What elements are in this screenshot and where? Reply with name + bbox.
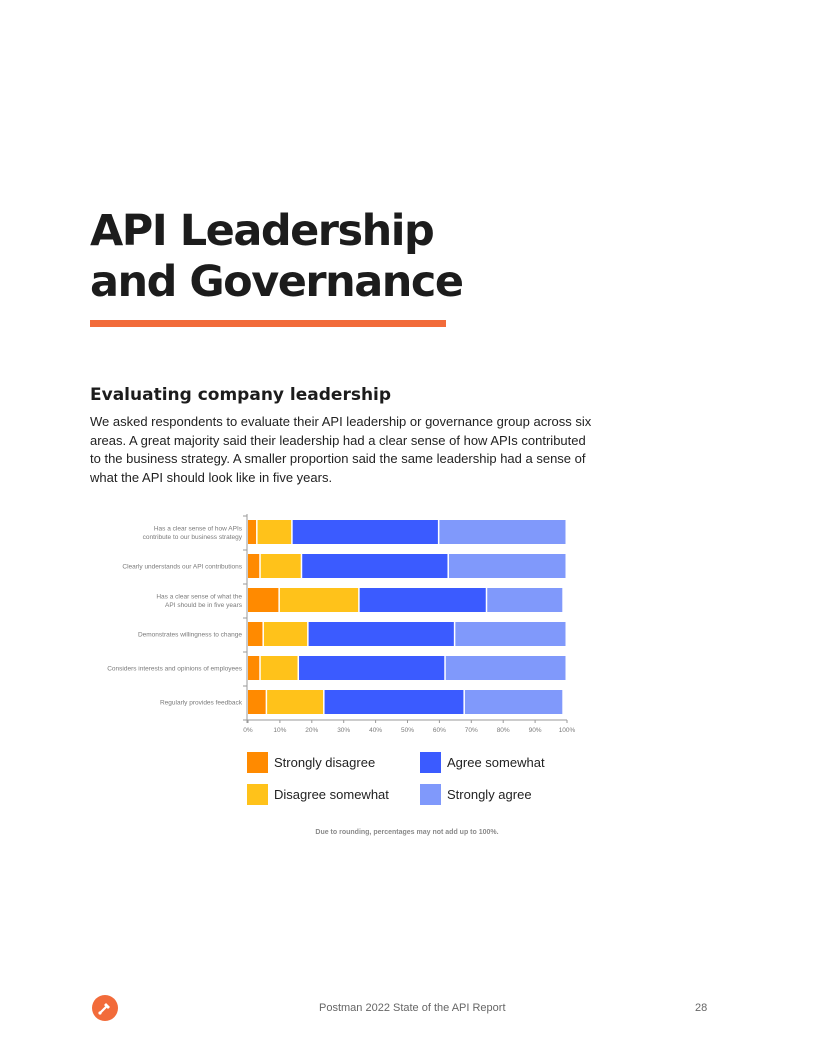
legend-label: Agree somewhat [447, 754, 545, 770]
x-tick-label: 20% [305, 727, 318, 734]
page-title-line-1: API Leadership [90, 206, 435, 256]
bar-segment [455, 622, 566, 646]
x-tick-label: 90% [529, 727, 542, 734]
x-tick-label: 30% [337, 727, 350, 734]
category-label: Has a clear sense of what the [156, 593, 242, 600]
section-heading: Evaluating company leadership [90, 385, 392, 405]
bar-segment [248, 656, 260, 680]
legend-item: Disagree somewhat [247, 783, 389, 805]
bar-segment [248, 520, 257, 544]
page-title: API Leadership and Governance [90, 206, 464, 308]
bar-segment [263, 622, 308, 646]
rounding-note: Due to rounding, percentages may not add… [315, 829, 499, 836]
category-label: Demonstrates willingness to change [138, 632, 242, 639]
x-tick-label: 100% [559, 727, 576, 734]
page-number: 28 [695, 1002, 708, 1014]
legend-item: Agree somewhat [420, 751, 545, 773]
bar-segment [448, 554, 566, 578]
bar-segment [324, 690, 464, 714]
category-label: Has a clear sense of how APIs [154, 525, 243, 532]
bar-segment [464, 690, 563, 714]
x-tick-label: 70% [465, 727, 478, 734]
bar-segment [248, 588, 279, 612]
legend-swatch [420, 783, 441, 805]
bar-segment [445, 656, 566, 680]
x-tick-label: 60% [433, 727, 446, 734]
bar-segment [302, 554, 448, 578]
bar-segment [248, 690, 266, 714]
bar-segment [279, 588, 359, 612]
bar-segment [292, 520, 438, 544]
legend-item: Strongly disagree [247, 751, 375, 773]
stacked-bar-chart: 0% 10% 20% 30% 40% 50% 60% 70% 80% 90% 100% Has a c… [107, 514, 576, 734]
bar-segment [299, 656, 445, 680]
bar-segment [260, 554, 301, 578]
x-tick-label: 50% [401, 727, 414, 734]
legend-label: Strongly agree [447, 786, 532, 802]
category-label: Considers interests and opinions of empl… [107, 666, 243, 673]
legend-swatch [247, 751, 268, 773]
legend-swatch [420, 751, 441, 773]
bar-segment [257, 520, 292, 544]
category-label: Clearly understands our API contribution… [122, 564, 242, 571]
legend-label: Disagree somewhat [274, 786, 389, 802]
legend-swatch [247, 783, 268, 805]
bar-segment [267, 690, 324, 714]
bar-segment [487, 588, 563, 612]
category-label: API should be in five years [165, 602, 243, 609]
bar-segment [260, 656, 298, 680]
x-tick-label: 80% [497, 727, 510, 734]
bar-segment [359, 588, 486, 612]
legend-label: Strongly disagree [274, 754, 376, 770]
x-tick-label: 0% [243, 727, 253, 734]
bar-segment [439, 520, 566, 544]
footer-report-title: Postman 2022 State of the API Report [319, 1002, 506, 1014]
title-underline [90, 320, 446, 327]
bar-segment [248, 554, 260, 578]
postman-logo-icon [92, 995, 118, 1021]
page-title-line-2: and Governance [90, 257, 464, 307]
bar-segment [248, 622, 263, 646]
category-label: Regularly provides feedback [160, 700, 243, 707]
category-label: contribute to our business strategy [143, 534, 243, 541]
x-tick-label: 40% [369, 727, 382, 734]
bar-segment [308, 622, 454, 646]
legend-item: Strongly agree [420, 783, 532, 805]
intro-paragraph: We asked respondents to evaluate their A… [90, 414, 592, 485]
x-tick-label: 10% [273, 727, 286, 734]
